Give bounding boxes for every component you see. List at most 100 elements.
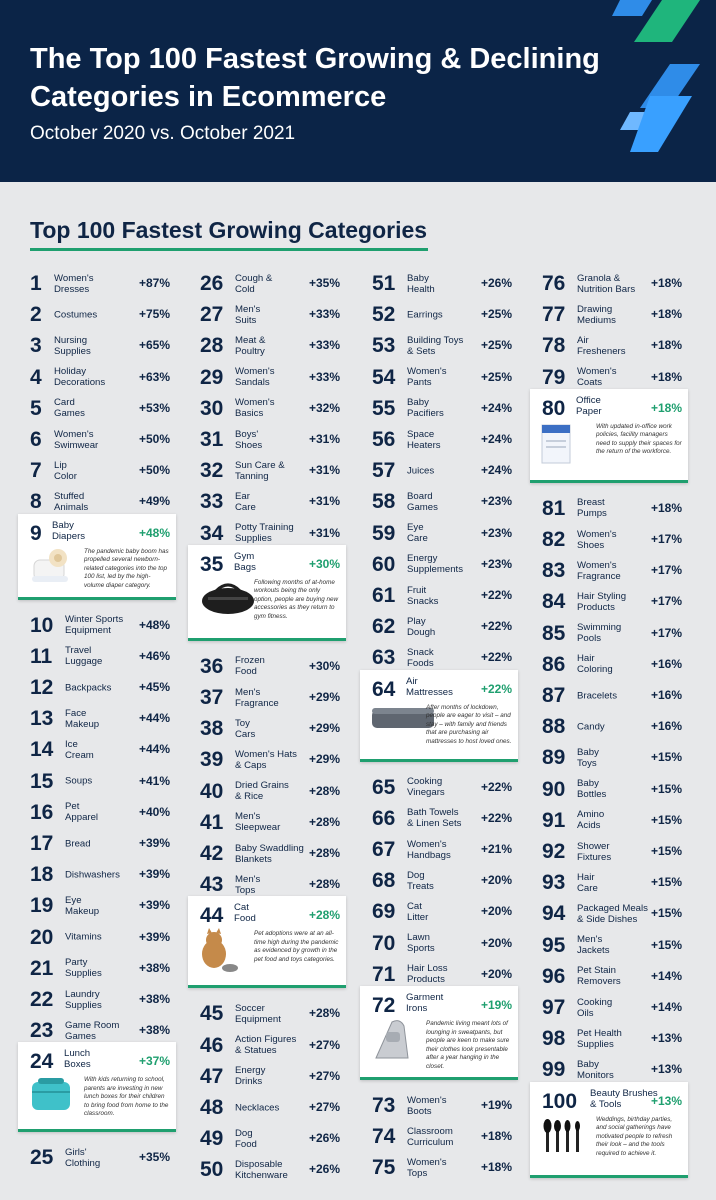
growth-percent: +45% [138, 680, 170, 694]
category-row: 10 Winter Sports Equipment +48% [30, 610, 170, 641]
rank-number: 17 [30, 832, 54, 855]
rank-number: 70 [372, 931, 396, 955]
category-row: 99 Baby Monitors +13% [542, 1054, 682, 1085]
category-name: Candy [577, 721, 605, 733]
category-name: Women's Handbags [407, 838, 451, 861]
rank-number: 98 [542, 1027, 566, 1051]
category-row: 20 Vitamins +39% [30, 922, 170, 953]
category-row: 17 Bread +39% [30, 828, 170, 859]
growth-percent: +15% [650, 750, 682, 765]
makeup-brushes-image [540, 1114, 584, 1159]
growth-percent: +28% [308, 1006, 340, 1021]
category-name: Baby Bottles [577, 778, 607, 801]
rank-number: 19 [30, 894, 54, 918]
rank-number: 45 [200, 1002, 224, 1026]
growth-percent: +22% [480, 588, 512, 602]
rank-number: 85 [542, 621, 566, 645]
category-row: 49 Dog Food +26% [200, 1123, 340, 1154]
growth-percent: +27% [308, 1100, 340, 1114]
category-row: 21 Party Supplies +38% [30, 953, 170, 984]
category-name: Baby Swaddling Blankets [235, 842, 304, 865]
category-name: Lip Color [54, 459, 77, 482]
growth-percent: +23% [480, 556, 512, 571]
growth-percent: +50% [138, 432, 170, 446]
category-name: Hair Coloring [577, 653, 613, 676]
growth-percent: +35% [138, 1150, 170, 1165]
rank-number: 65 [372, 775, 396, 799]
growth-percent: +16% [650, 719, 682, 734]
rank-number: 35 [200, 552, 224, 576]
rank-number: 83 [542, 559, 566, 583]
category-name: Pet Stain Removers [577, 965, 621, 988]
category-name: Drawing Mediums [577, 303, 616, 326]
rank-number: 75 [372, 1156, 396, 1180]
category-name: Frozen Food [235, 655, 265, 678]
category-name: Air Mattresses [406, 675, 453, 698]
category-description: With updated in-office work policies, fa… [596, 422, 682, 456]
rank-number: 24 [30, 1050, 54, 1074]
category-name: Ear Care [235, 490, 256, 513]
growth-percent: +29% [308, 752, 340, 767]
category-row: 88 Candy +16% [542, 711, 682, 742]
category-name: Men's Sleepwear [235, 811, 281, 834]
gym-bag-image [198, 577, 258, 622]
category-row: 54 Women's Pants +25% [372, 362, 512, 393]
category-name: Winter Sports Equipment [65, 614, 124, 637]
rank-number: 32 [200, 459, 224, 483]
category-row: 1 Women's Dresses +87% [30, 268, 170, 299]
rank-number: 13 [30, 707, 54, 731]
growth-percent: +16% [650, 656, 682, 671]
category-name: Nursing Supplies [54, 334, 91, 357]
category-description: Weddings, birthday parties, and social g… [596, 1115, 673, 1157]
category-name: Disposable Kitchenware [235, 1158, 288, 1181]
growth-percent: +20% [480, 873, 512, 888]
growth-percent: +18% [480, 1129, 512, 1144]
rank-number: 23 [30, 1019, 54, 1043]
category-name: Holiday Decorations [54, 366, 106, 389]
growth-percent: +14% [650, 968, 682, 983]
rank-number: 49 [200, 1127, 224, 1151]
rank-number: 99 [542, 1058, 566, 1082]
rank-number: 41 [200, 810, 224, 834]
growth-percent: +22% [480, 810, 512, 825]
category-row: 51 Baby Health +26% [372, 268, 512, 299]
category-row: 39 Women's Hats & Caps +29% [200, 744, 340, 775]
category-name: Baby Health [407, 272, 435, 295]
category-row: 92 Shower Fixtures +15% [542, 836, 682, 867]
category-name: Travel Luggage [65, 645, 103, 668]
rank-number: 100 [542, 1089, 578, 1113]
rank-number: 37 [200, 686, 224, 709]
category-name: Shower Fixtures [577, 840, 612, 863]
rank-number: 15 [30, 769, 54, 793]
category-name: Space Heaters [407, 428, 441, 451]
featured-category-card: 64 Air Mattresses +22% After months of lock… [360, 669, 518, 762]
rank-number: 30 [200, 396, 224, 420]
category-name: Ice Cream [65, 738, 94, 761]
category-description: Pandemic living meant lots of lounging i… [426, 1020, 510, 1070]
growth-percent: +23% [480, 525, 512, 540]
growth-percent: +31% [308, 463, 340, 478]
category-name: Cooking Oils [577, 996, 613, 1019]
category-row: 55 Baby Pacifiers +24% [372, 393, 512, 424]
category-name: Bracelets [577, 690, 617, 701]
category-row: 66 Bath Towels & Linen Sets +22% [372, 803, 512, 834]
growth-percent: +18% [480, 1160, 512, 1175]
rank-number: 82 [542, 528, 566, 551]
category-name: Girls' Clothing [65, 1146, 101, 1169]
category-row: 12 Backpacks +45% [30, 672, 170, 703]
category-name: Cat Litter [407, 900, 429, 923]
growth-percent: +63% [138, 369, 170, 384]
category-name: Building Toys & Sets [407, 334, 464, 357]
category-row: 96 Pet Stain Removers +14% [542, 961, 682, 992]
growth-percent: +28% [308, 814, 340, 829]
category-row: 97 Cooking Oils +14% [542, 992, 682, 1023]
category-name: Garment Irons [406, 992, 444, 1014]
air-mattress-image [370, 702, 436, 739]
category-name: Action Figures & Statues [235, 1034, 297, 1057]
category-row: 37 Men's Fragrance +29% [200, 682, 340, 713]
category-name: Stuffed Animals [54, 490, 89, 513]
category-row: 93 Hair Care +15% [542, 867, 682, 898]
category-row: 22 Laundry Supplies +38% [30, 984, 170, 1015]
growth-percent: +33% [308, 338, 340, 353]
rank-number: 48 [200, 1096, 224, 1119]
